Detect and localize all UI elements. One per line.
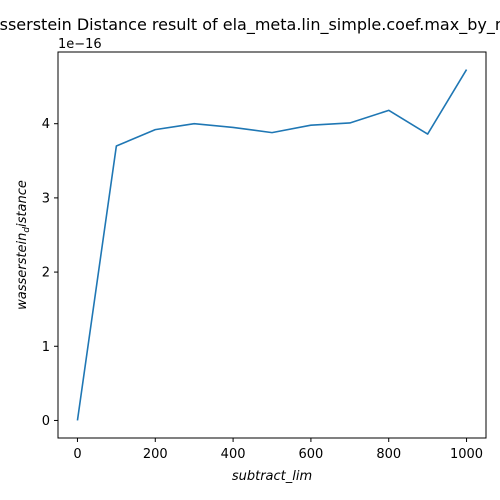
chart-title: Wasserstein Distance result of ela_meta.… (0, 15, 500, 35)
x-tick-label: 600 (298, 447, 323, 462)
y-tick-label: 4 (42, 117, 50, 132)
y-tick-label: 3 (42, 191, 50, 206)
y-tick-label: 2 (42, 266, 50, 281)
y-axis-label-main: wasserstein (15, 233, 30, 310)
y-tick-label: 0 (42, 414, 50, 429)
y-axis-ticks: 0 1 2 3 4 (42, 117, 58, 429)
x-axis-ticks: 0 200 400 600 800 1000 (73, 438, 483, 462)
x-tick-label: 800 (376, 447, 401, 462)
y-axis-label: wassersteindistance (15, 180, 32, 310)
series-line (76, 69, 468, 421)
x-tick-label: 1000 (450, 447, 483, 462)
y-axis-label-subscript: d (22, 227, 32, 233)
axes-frame (57, 51, 487, 439)
y-axis-offset-label: 1e−16 (58, 37, 102, 52)
plot-area (76, 69, 468, 421)
x-tick-label: 400 (221, 447, 246, 462)
x-tick-label: 200 (143, 447, 168, 462)
x-tick-label: 0 (73, 447, 81, 462)
x-axis-label: subtract_lim (232, 469, 312, 484)
y-tick-label: 1 (42, 340, 50, 355)
y-axis-label-tail: istance (15, 180, 30, 227)
